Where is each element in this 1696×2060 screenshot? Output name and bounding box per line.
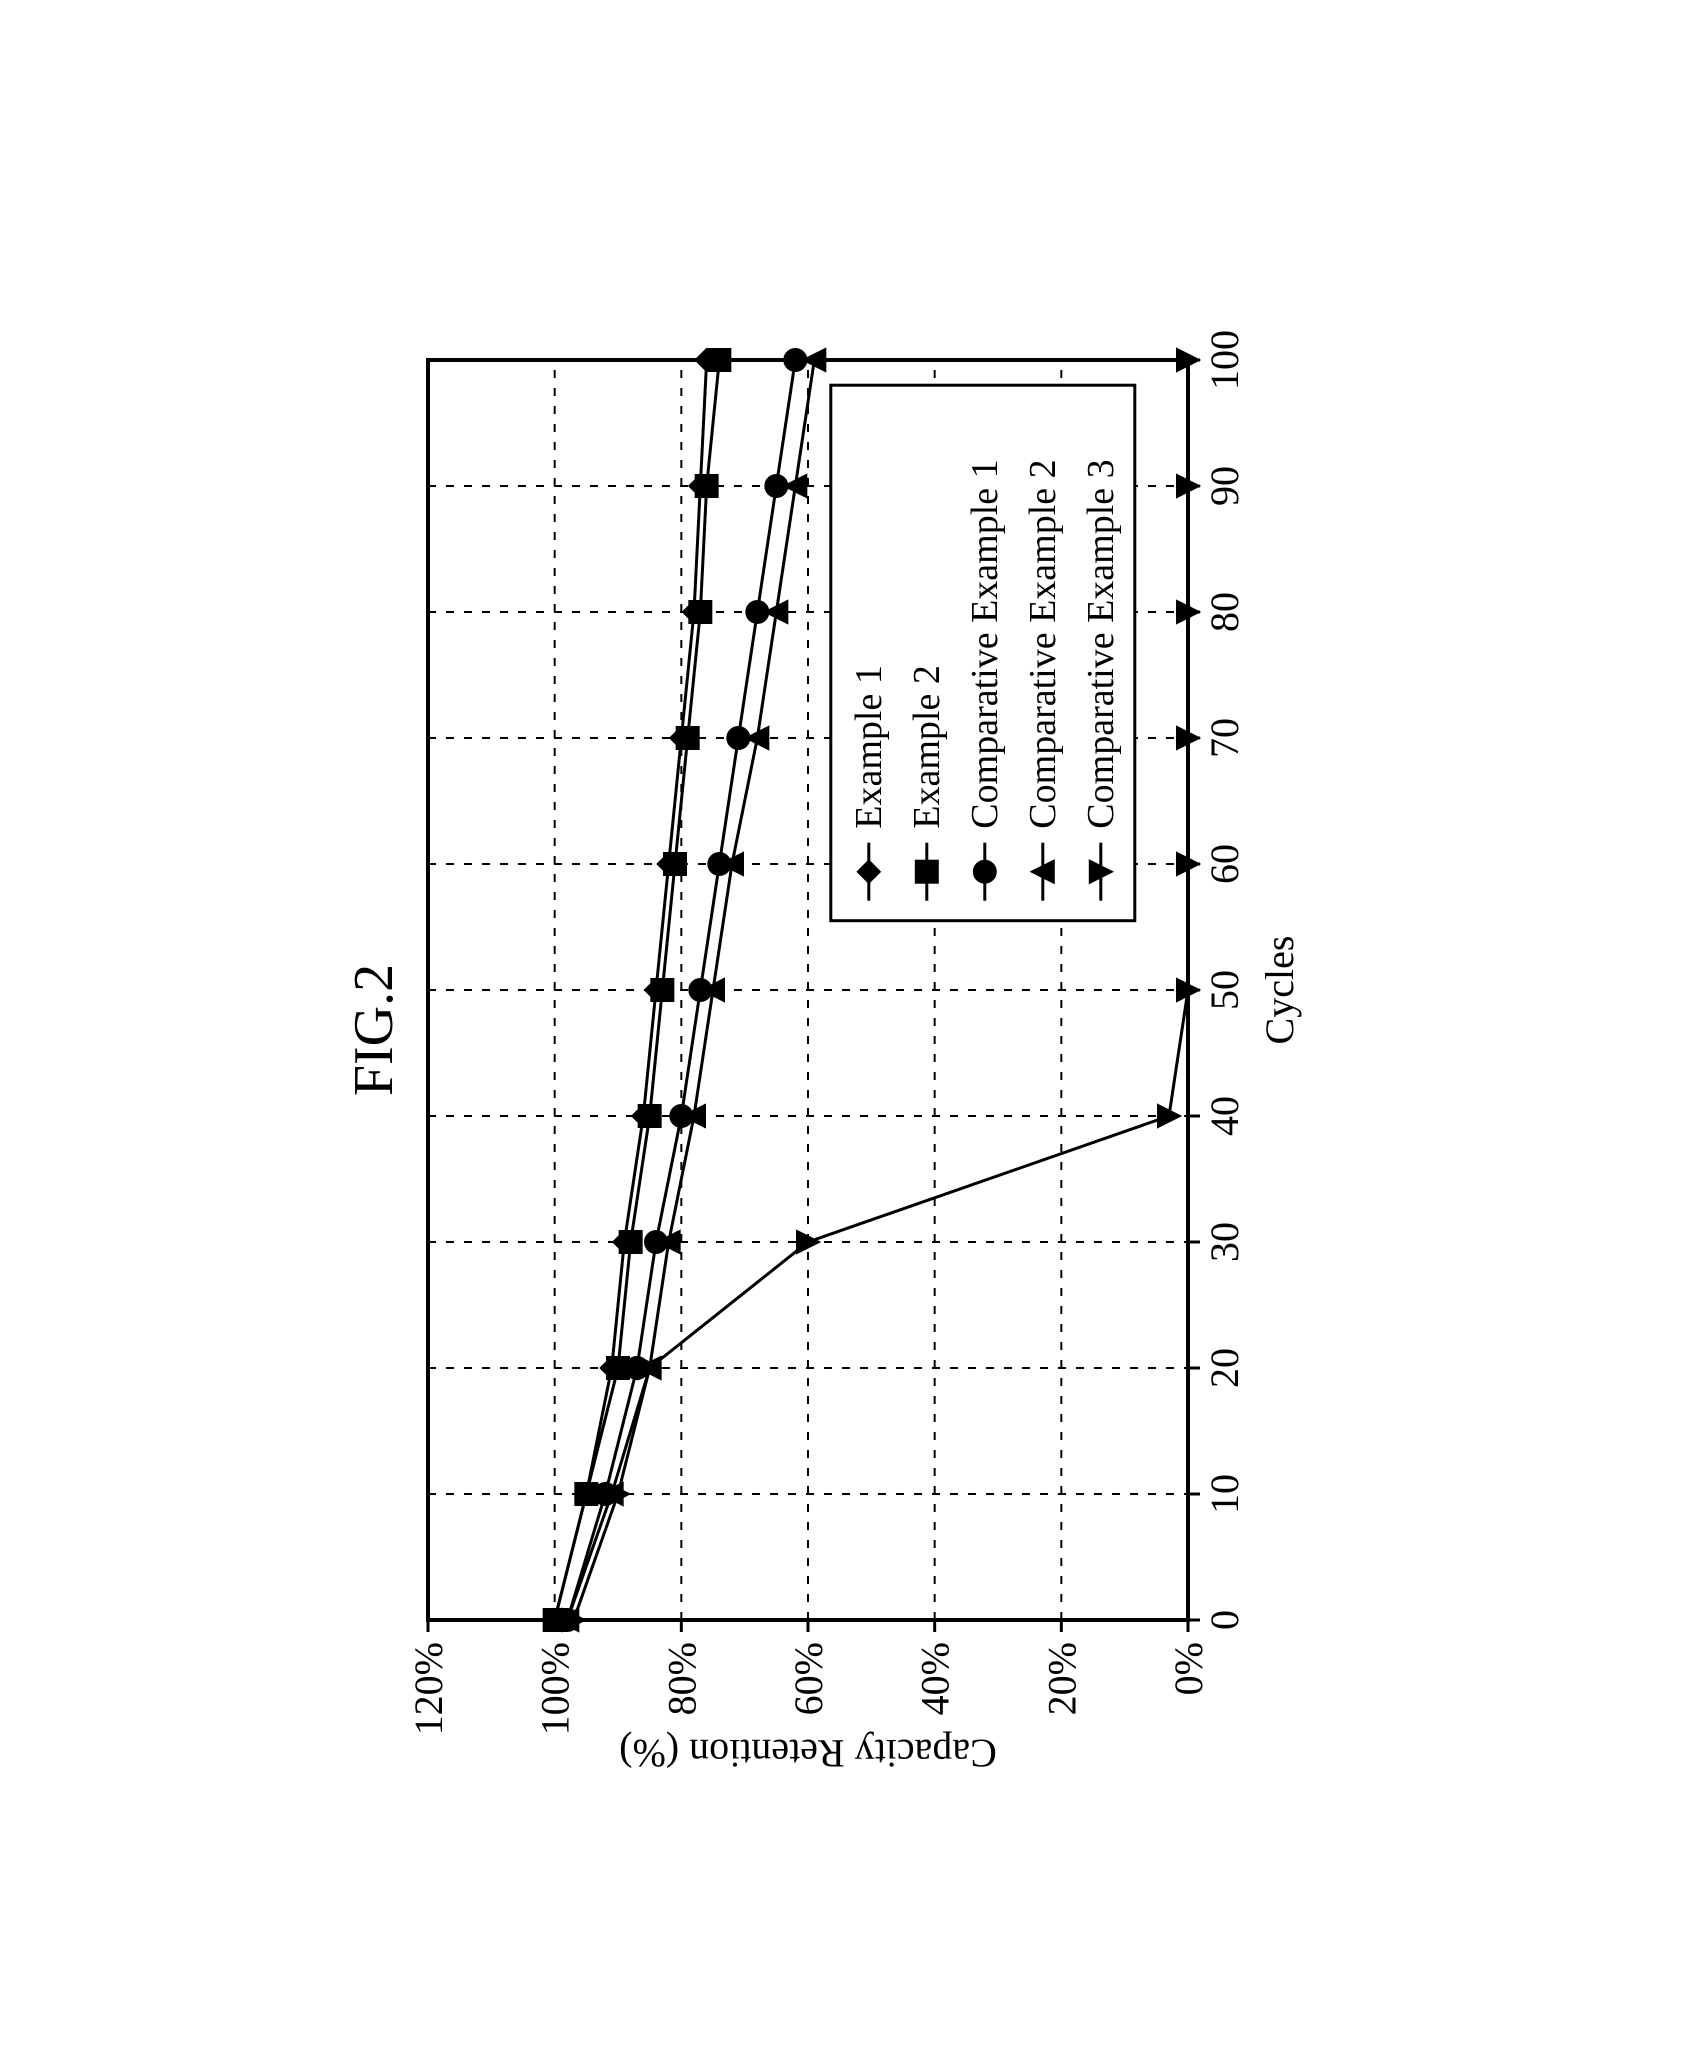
legend-label: Comparative Example 1 <box>964 459 1006 828</box>
x-tick-label: 10 <box>1202 1474 1247 1514</box>
x-tick-label: 60 <box>1202 844 1247 884</box>
y-tick-label: 40% <box>913 1642 958 1715</box>
legend-label: Comparative Example 3 <box>1080 459 1122 828</box>
y-tick-label: 0% <box>1166 1642 1211 1695</box>
x-tick-label: 80 <box>1202 592 1247 632</box>
x-axis-label: Cycles <box>1257 936 1302 1045</box>
y-tick-label: 120% <box>406 1642 451 1735</box>
legend-label: Example 1 <box>848 665 890 829</box>
x-tick-label: 20 <box>1202 1348 1247 1388</box>
legend: Example 1 Example 2 Comparative Example 1 C… <box>831 385 1135 921</box>
y-tick-label: 60% <box>786 1642 831 1715</box>
legend-label: Example 2 <box>906 665 948 829</box>
y-tick-label: 100% <box>533 1642 578 1735</box>
x-tick-label: 90 <box>1202 466 1247 506</box>
line-chart: FIG.2 0 10 20 30 40 50 60 70 80 90 100 0% 20% 40% 60% 80… <box>328 260 1368 1800</box>
y-tick-label: 20% <box>1039 1642 1084 1715</box>
x-tick-label: 0 <box>1202 1610 1247 1630</box>
figure-title: FIG.2 <box>343 964 405 1096</box>
x-tick-label: 40 <box>1202 1096 1247 1136</box>
x-tick-label: 50 <box>1202 970 1247 1010</box>
page: FIG.2 0 10 20 30 40 50 60 70 80 90 100 0% 20% 40% 60% 80… <box>0 0 1696 2060</box>
x-tick-label: 70 <box>1202 718 1247 758</box>
x-tick-label: 30 <box>1202 1222 1247 1262</box>
y-axis-label: Capacity Retention (%) <box>619 1731 997 1776</box>
x-tick-label: 100 <box>1202 330 1247 390</box>
y-tick-label: 80% <box>659 1642 704 1715</box>
legend-label: Comparative Example 2 <box>1022 459 1064 828</box>
rotated-chart-container: FIG.2 0 10 20 30 40 50 60 70 80 90 100 0% 20% 40% 60% 80… <box>328 260 1368 1800</box>
